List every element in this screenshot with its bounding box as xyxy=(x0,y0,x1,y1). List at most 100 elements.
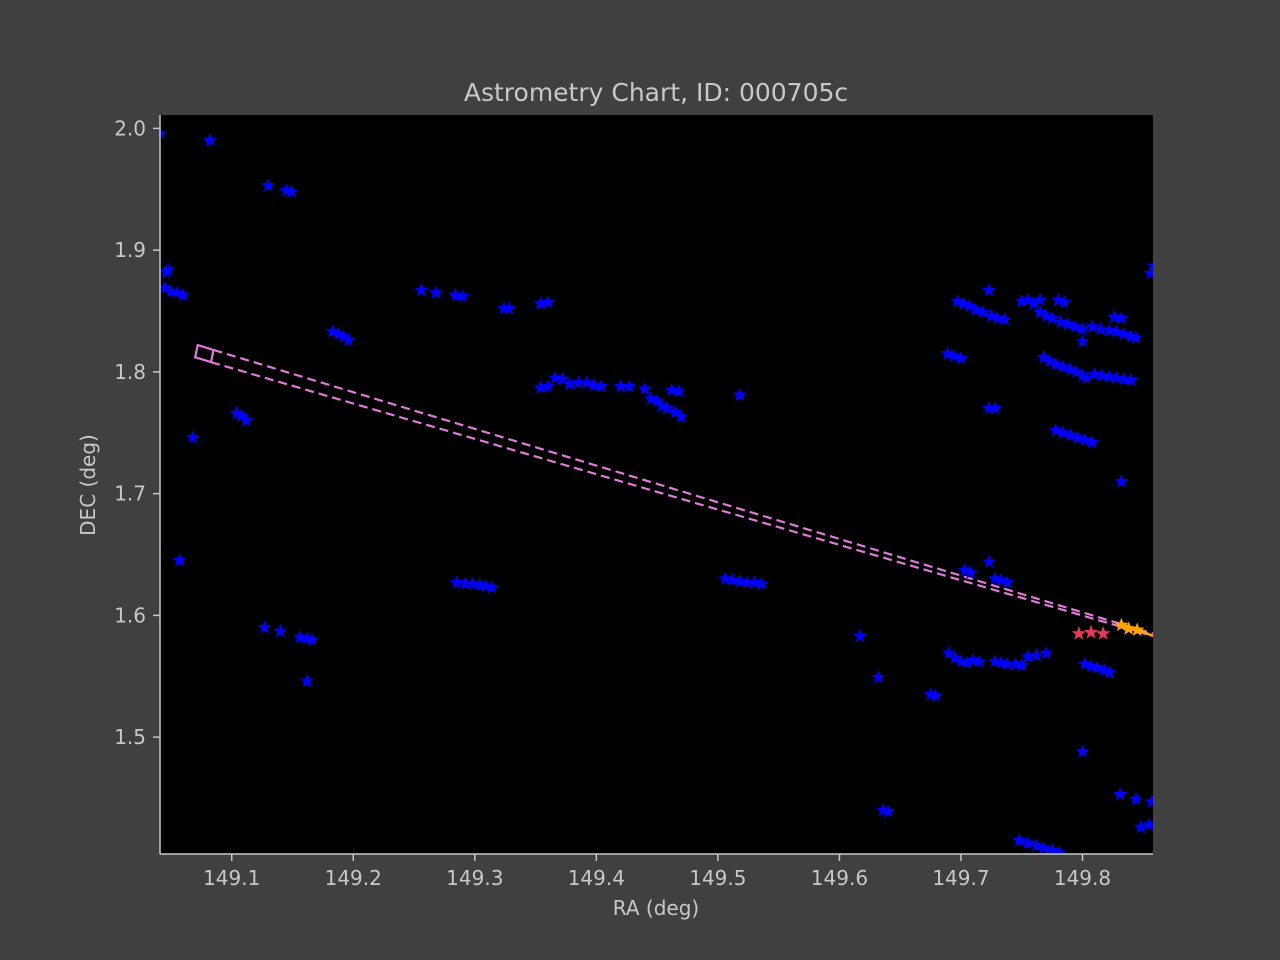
star-point xyxy=(654,398,670,413)
y-tick-label: 1.5 xyxy=(114,725,146,749)
star-point xyxy=(1032,292,1048,307)
star-point xyxy=(659,400,674,415)
star-point xyxy=(449,575,464,589)
star-point xyxy=(946,348,961,363)
star-point xyxy=(968,302,983,316)
target-star-point xyxy=(1071,626,1086,640)
star-point xyxy=(1012,833,1027,847)
star-point xyxy=(718,571,733,585)
star-point xyxy=(185,430,200,444)
target-star-point xyxy=(1096,626,1111,640)
star-point xyxy=(1020,292,1035,307)
star-point xyxy=(643,391,659,405)
star-point xyxy=(1114,310,1129,325)
star-point xyxy=(987,400,1003,415)
star-point xyxy=(981,400,997,415)
x-tick-label: 149.3 xyxy=(446,866,503,890)
star-point xyxy=(448,287,463,302)
star-point xyxy=(428,285,444,299)
star-point xyxy=(1128,330,1144,344)
star-point xyxy=(674,409,689,423)
star-point xyxy=(1077,656,1093,671)
star-point xyxy=(202,133,217,147)
star-point xyxy=(1116,371,1131,386)
star-point xyxy=(161,262,176,276)
footprint-box xyxy=(193,343,215,364)
star-point xyxy=(160,125,168,140)
y-tick-label: 1.7 xyxy=(114,482,146,506)
star-point xyxy=(1077,432,1093,447)
star-point xyxy=(725,572,740,587)
star-point xyxy=(1109,324,1124,338)
star-point xyxy=(1102,665,1117,679)
star-point xyxy=(533,380,548,394)
star-point xyxy=(852,628,868,643)
x-tick-label: 149.8 xyxy=(1054,866,1111,890)
star-point xyxy=(972,654,987,668)
star-point xyxy=(1026,296,1042,310)
y-axis-label: DEC (deg) xyxy=(76,434,100,536)
star-point xyxy=(336,329,351,343)
star-point xyxy=(947,650,963,665)
x-tick-label: 149.5 xyxy=(689,866,746,890)
star-point xyxy=(997,312,1012,326)
star-point xyxy=(172,553,187,567)
star-point xyxy=(668,404,683,419)
star-point xyxy=(331,326,346,341)
star-point xyxy=(1060,316,1076,331)
star-point xyxy=(1000,656,1015,671)
star-point xyxy=(1038,308,1054,322)
track-line xyxy=(1121,623,1153,638)
star-point xyxy=(963,565,978,579)
star-point xyxy=(1014,293,1029,308)
star-point xyxy=(257,620,272,634)
star-point xyxy=(229,405,244,420)
star-point xyxy=(1063,427,1078,442)
star-point xyxy=(1133,819,1148,834)
star-point xyxy=(1097,662,1112,677)
x-tick-label: 149.1 xyxy=(203,866,260,890)
star-point xyxy=(547,370,563,385)
star-point xyxy=(465,576,480,590)
star-point xyxy=(1055,359,1071,374)
star-point xyxy=(871,669,886,684)
star-point xyxy=(1029,837,1044,852)
star-point xyxy=(1051,292,1066,307)
star-point xyxy=(1106,309,1122,324)
star-point xyxy=(732,573,747,588)
star-point xyxy=(1102,369,1117,383)
star-point xyxy=(1094,368,1110,382)
star-point xyxy=(160,280,172,294)
plot-content xyxy=(160,125,1153,854)
y-tick-label: 1.8 xyxy=(114,360,146,384)
star-point xyxy=(959,655,975,669)
star-point xyxy=(1000,575,1015,589)
star-point xyxy=(1079,370,1094,385)
x-tick-label: 149.4 xyxy=(568,866,625,890)
star-point xyxy=(1068,319,1083,333)
star-point xyxy=(940,346,955,360)
star-point xyxy=(1113,786,1128,801)
star-point xyxy=(570,375,586,389)
star-point xyxy=(956,296,971,310)
star-point xyxy=(1070,430,1085,444)
star-point xyxy=(880,803,896,818)
star-point xyxy=(1142,817,1153,831)
star-point xyxy=(637,381,653,395)
y-tick-label: 2.0 xyxy=(114,116,146,140)
star-point xyxy=(1093,321,1108,336)
star-point xyxy=(284,184,299,198)
star-point xyxy=(533,296,548,310)
star-point xyxy=(325,324,340,338)
star-point xyxy=(457,576,473,590)
star-point xyxy=(1089,660,1105,674)
star-point xyxy=(455,288,470,303)
star-point xyxy=(175,287,191,302)
star-point xyxy=(304,632,320,646)
star-point xyxy=(414,282,429,297)
star-point xyxy=(649,393,665,408)
star-point xyxy=(1075,321,1090,336)
star-point xyxy=(594,378,609,393)
star-point xyxy=(962,298,977,313)
